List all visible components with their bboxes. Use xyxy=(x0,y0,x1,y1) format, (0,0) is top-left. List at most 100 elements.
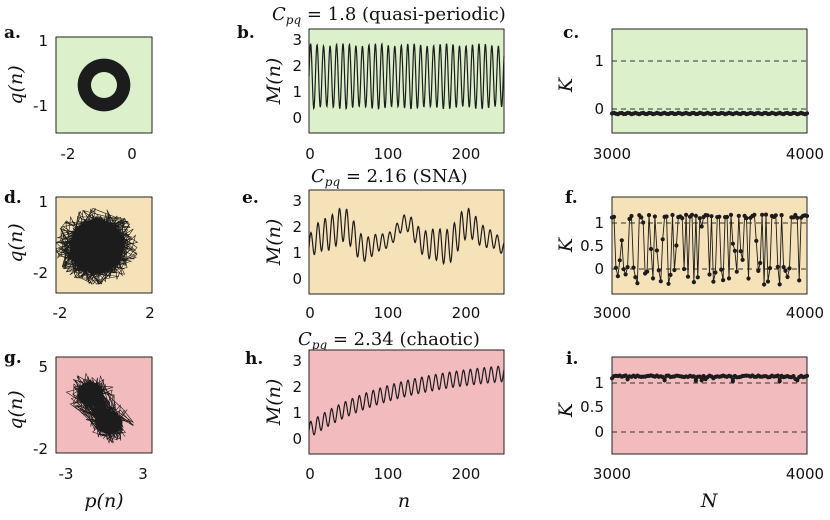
k-point xyxy=(615,274,621,279)
k-point xyxy=(691,280,697,285)
k-point xyxy=(623,373,628,378)
k-f-ytick-0: 0 xyxy=(594,260,604,278)
phase-d-xtick-right: 2 xyxy=(145,304,155,322)
k-point xyxy=(744,216,749,221)
series-h-ytick-0: 0 xyxy=(292,430,302,448)
panel-label-a: a. xyxy=(4,23,21,43)
k-point xyxy=(680,216,685,221)
k-point xyxy=(730,379,736,384)
phase-d-xtick-left: -2 xyxy=(53,304,68,322)
k-point xyxy=(635,281,640,286)
k-point xyxy=(613,265,619,270)
series-h-ytick-2: 2 xyxy=(292,378,302,396)
k-point xyxy=(732,248,738,253)
k-point xyxy=(785,274,790,280)
phase-a-xtick-left: -2 xyxy=(61,145,76,163)
k-point xyxy=(746,276,751,281)
k-c-xtick-3000: 3000 xyxy=(593,145,631,163)
k-point xyxy=(697,216,702,221)
phase-plot-a-background xyxy=(56,37,152,133)
k-point xyxy=(685,274,691,279)
series-e-xtick-0: 0 xyxy=(305,304,315,322)
k-point xyxy=(717,214,722,219)
series-plot-b-frame xyxy=(308,28,505,134)
k-c-ytick-0: 0 xyxy=(594,100,604,118)
series-e-ytick-1: 1 xyxy=(292,244,302,262)
k-i-ytick-1: 1 xyxy=(594,374,604,392)
k-point xyxy=(646,213,652,218)
k-i-xtick-3000: 3000 xyxy=(593,465,631,483)
series-e-xtick-200: 200 xyxy=(452,304,481,322)
k-point xyxy=(695,275,700,280)
attractor-trajectory xyxy=(55,208,139,285)
k-i-ylabel: K xyxy=(555,401,577,418)
k-point xyxy=(797,278,802,283)
k-point xyxy=(699,224,704,229)
phase-plot-d-data xyxy=(55,208,139,285)
series-b-xtick-0: 0 xyxy=(305,145,315,163)
phase-g-xlabel: p(n) xyxy=(84,490,123,512)
k-plot-i-frame xyxy=(611,356,808,455)
k-f-ytick-05: 0.5 xyxy=(580,237,604,255)
k-point xyxy=(654,248,660,253)
k-point xyxy=(689,212,695,217)
k-point xyxy=(728,212,734,217)
series-plot-h-frame xyxy=(308,349,505,455)
k-point xyxy=(691,374,697,379)
k-point xyxy=(781,265,786,270)
series-b-ytick-2: 2 xyxy=(292,57,302,75)
k-point xyxy=(707,272,712,277)
series-e-line xyxy=(308,207,505,266)
k-c-xtick-4000: 4000 xyxy=(786,145,824,163)
k-point xyxy=(625,265,630,270)
k-point xyxy=(641,220,646,225)
k-point xyxy=(699,378,704,383)
k-point xyxy=(684,212,689,217)
series-b-ytick-3: 3 xyxy=(292,31,302,49)
k-plot-f-background xyxy=(612,197,807,294)
series-plot-e-background xyxy=(309,190,504,294)
k-c-data xyxy=(609,110,810,117)
phase-a-ytick-bottom: -1 xyxy=(33,97,48,115)
k-point xyxy=(611,214,617,219)
k-point xyxy=(738,249,743,254)
k-point xyxy=(773,213,778,218)
k-point xyxy=(666,281,671,286)
k-f-ytick-1: 1 xyxy=(594,214,604,232)
series-b-ytick-1: 1 xyxy=(292,83,302,101)
series-h-line xyxy=(308,365,505,436)
panel-label-d: d. xyxy=(4,188,22,208)
k-point xyxy=(705,213,710,218)
k-point xyxy=(775,264,780,269)
k-point xyxy=(693,213,699,218)
panel-label-e: e. xyxy=(242,188,259,208)
series-h-xlabel: n xyxy=(398,490,410,512)
k-point xyxy=(672,267,677,273)
phase-a-ylabel: q(n) xyxy=(5,65,27,104)
k-plot-c-frame xyxy=(611,28,808,134)
row1-title: Cpq = 1.8 (quasi-periodic) xyxy=(272,4,506,27)
k-i-ytick-0: 0 xyxy=(594,423,604,441)
k-point xyxy=(728,374,734,379)
k-point xyxy=(713,270,718,275)
k-point xyxy=(721,278,726,283)
k-point xyxy=(619,238,624,243)
k-point xyxy=(693,378,699,383)
annulus-attractor xyxy=(77,58,131,112)
k-i-ytick-05: 0.5 xyxy=(580,398,604,416)
k-i-data xyxy=(609,373,810,385)
phase-plot-a-data xyxy=(77,58,131,112)
phase-plot-g-data xyxy=(65,372,134,444)
k-point xyxy=(726,276,732,281)
k-point xyxy=(775,373,780,378)
k-point xyxy=(762,282,767,287)
k-plot-f-frame xyxy=(611,196,808,295)
k-point xyxy=(631,265,636,270)
row3-title: Cpq = 2.34 (chaotic) xyxy=(298,329,480,352)
k-point xyxy=(777,282,782,287)
series-h-ytick-3: 3 xyxy=(292,352,302,370)
k-point xyxy=(734,269,739,274)
k-point xyxy=(736,213,741,218)
k-f-xtick-3000: 3000 xyxy=(593,304,631,322)
k-c-ylabel: K xyxy=(555,76,577,93)
